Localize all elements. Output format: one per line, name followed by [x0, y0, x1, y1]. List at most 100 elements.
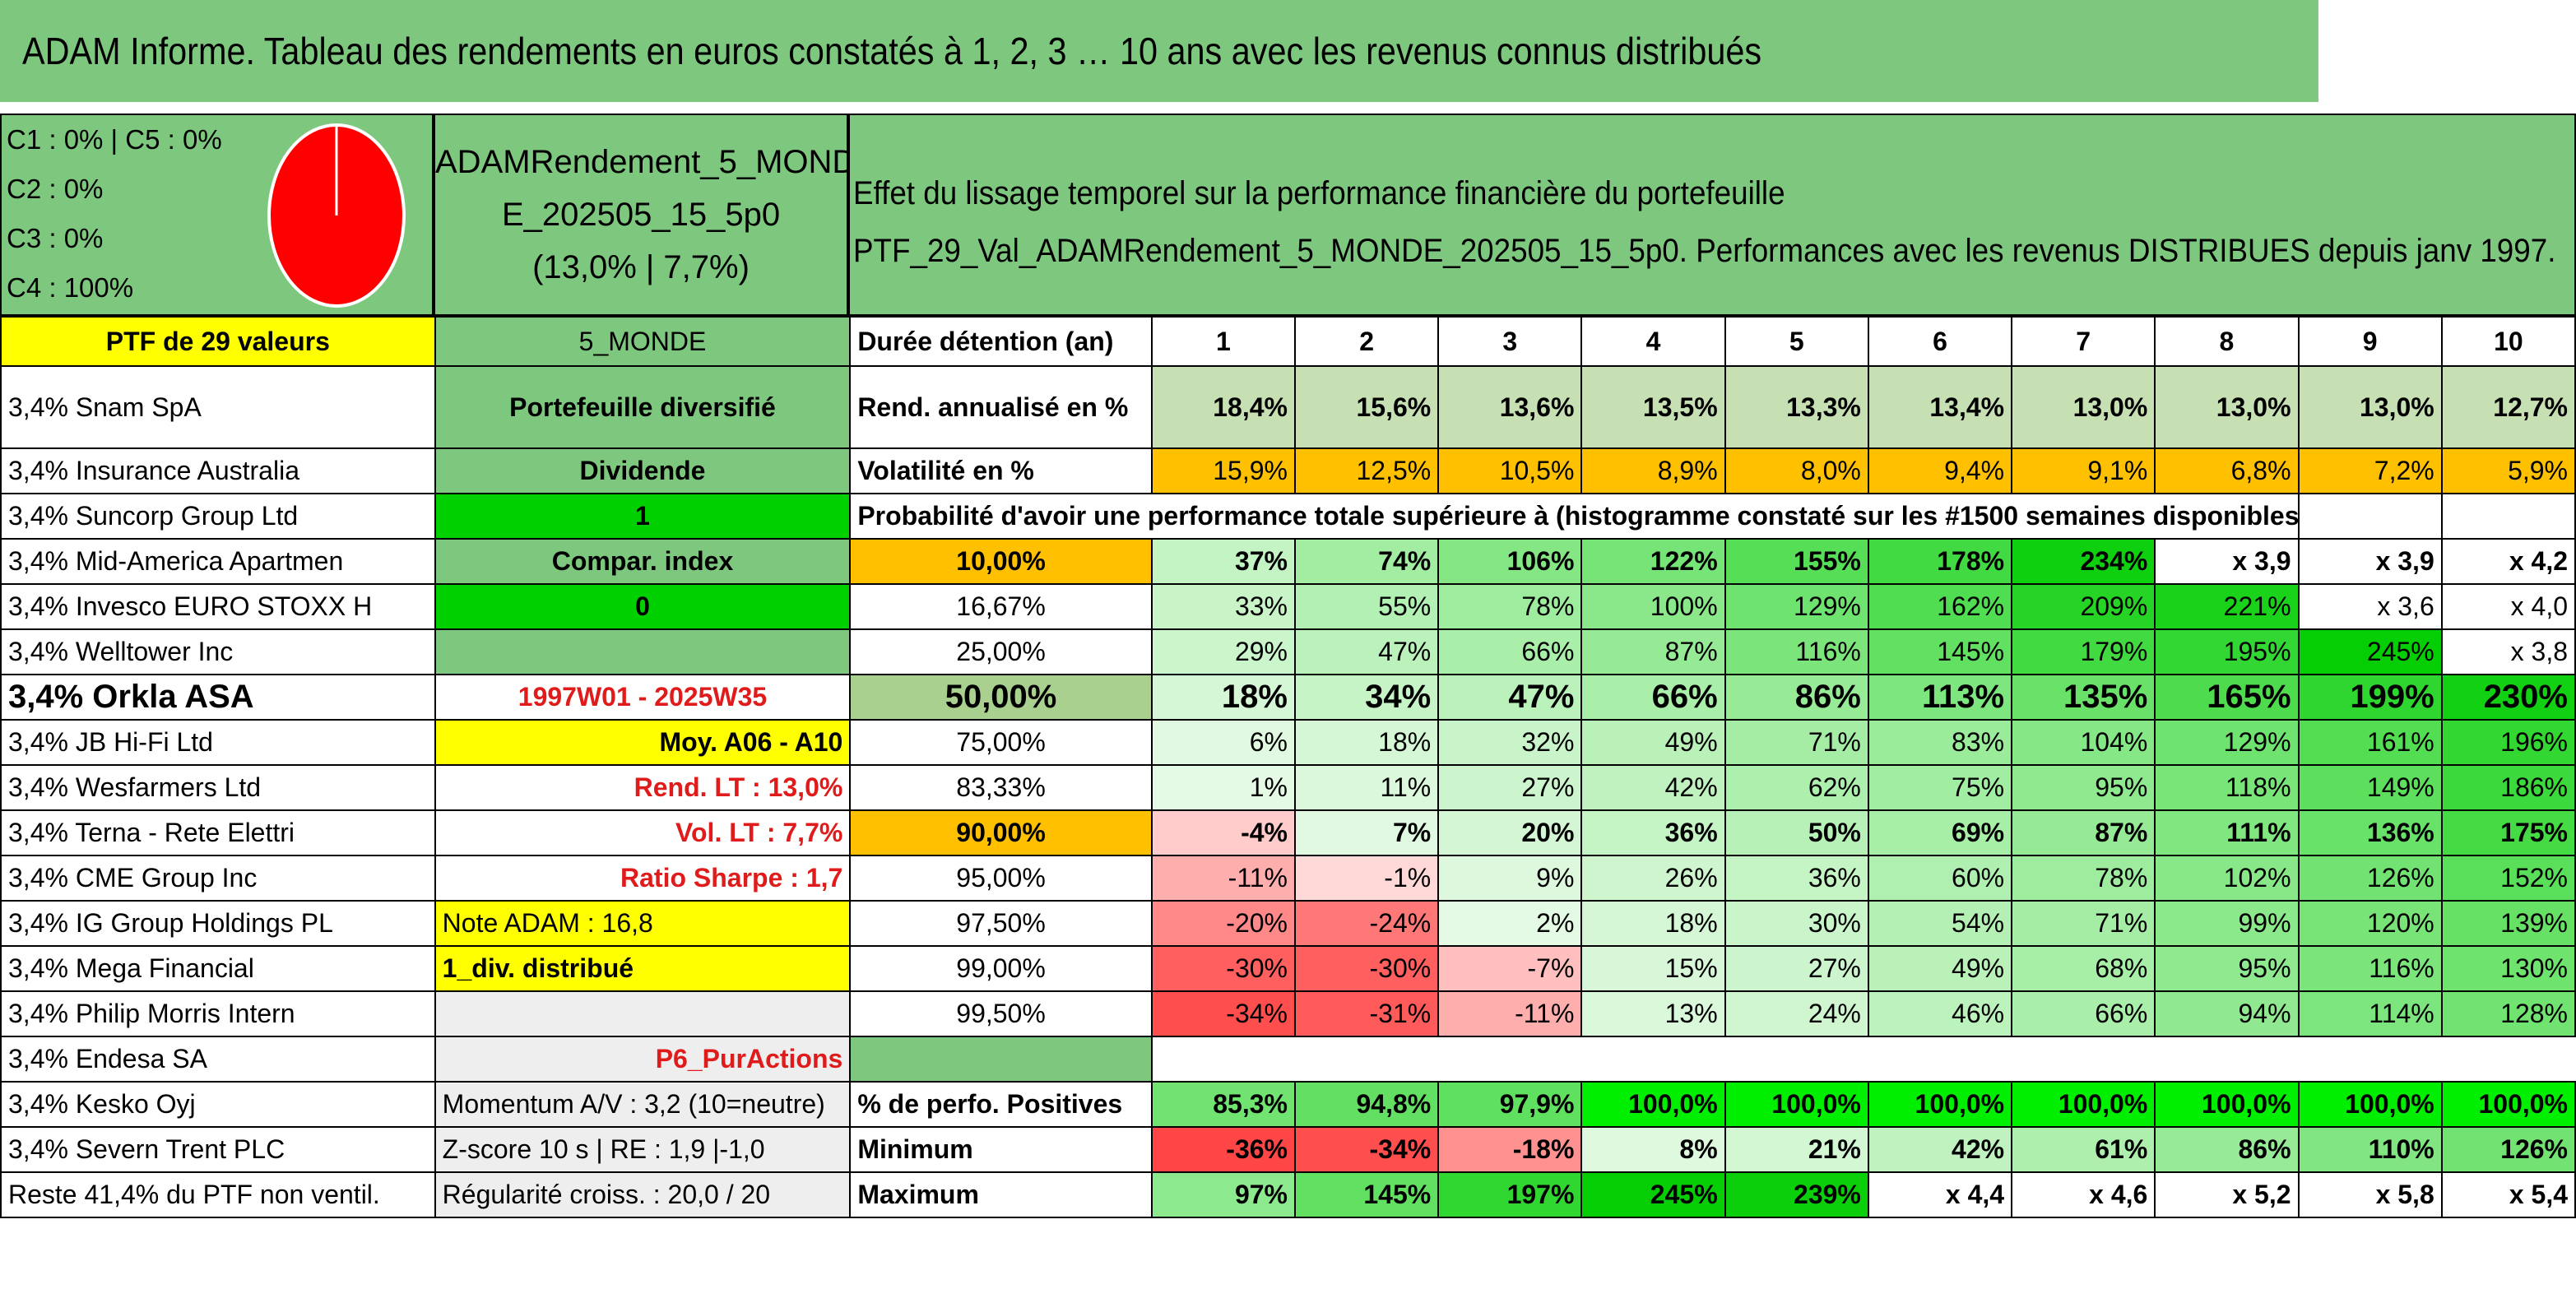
holding-name: 3,4% Invesco EURO STOXX H: [0, 583, 436, 630]
vol-value: 12,5%: [1293, 447, 1440, 494]
probability-value: 32%: [1437, 719, 1583, 766]
probability-value: 26%: [1580, 855, 1726, 902]
probability-value: 116%: [1724, 628, 1869, 675]
probability-value: -11%: [1150, 855, 1296, 902]
minimum-label: Minimum: [849, 1126, 1153, 1173]
probability-value: 130%: [2440, 945, 2576, 992]
duration-header: 4: [1580, 316, 1726, 367]
positive-value: 100,0%: [2297, 1081, 2443, 1128]
probability-value: 129%: [2154, 719, 2300, 766]
middle-cell: Ratio Sharpe : 1,7: [434, 855, 852, 902]
holding-name: 3,4% Snam SpA: [0, 365, 436, 449]
probability-value: 230%: [2440, 674, 2576, 721]
probability-value: x 3,9: [2297, 538, 2443, 585]
probability-value: 68%: [2011, 945, 2156, 992]
positive-value: 100,0%: [2011, 1081, 2156, 1128]
holding-name: 3,4% Suncorp Group Ltd: [0, 493, 436, 540]
probability-value: 234%: [2011, 538, 2156, 585]
holding-name: 3,4% Wesfarmers Ltd: [0, 764, 436, 811]
table-row: Reste 41,4% du PTF non ventil. Régularité…: [0, 1171, 2576, 1218]
probability-value: 106%: [1437, 538, 1583, 585]
probability-value: 139%: [2440, 900, 2576, 947]
probability-value: 20%: [1437, 809, 1583, 856]
rend-value: 13,4%: [1867, 365, 2013, 449]
class-line: C1 : 0% | C5 : 0%: [7, 124, 222, 155]
probability-value: 195%: [2154, 628, 2300, 675]
table-row: 3,4% Welltower Inc 25,00% 29% 47% 66% 87% 116%…: [0, 628, 2576, 675]
probability-threshold: 75,00%: [849, 719, 1153, 766]
middle-cell: Compar. index: [434, 538, 852, 585]
probability-value: x 3,6: [2297, 583, 2443, 630]
probability-value: 196%: [2440, 719, 2576, 766]
probability-value: 13%: [1580, 990, 1726, 1037]
middle-cell: 0: [434, 583, 852, 630]
vol-value: 5,9%: [2440, 447, 2576, 494]
middle-cell: Note ADAM : 16,8: [434, 900, 852, 947]
maximum-value: x 5,2: [2154, 1171, 2300, 1218]
minimum-value: 21%: [1724, 1126, 1869, 1173]
maximum-value: 239%: [1724, 1171, 1869, 1218]
probability-value: 128%: [2440, 990, 2576, 1037]
vol-label: Volatilité en %: [849, 447, 1153, 494]
table-row: 3,4% Endesa SA P6_PurActions: [0, 1036, 2575, 1083]
probability-threshold: 97,50%: [849, 900, 1153, 947]
probability-value: 24%: [1724, 990, 1869, 1037]
table-row: 3,4% Wesfarmers Ltd Rend. LT : 13,0% 83,33…: [0, 764, 2576, 811]
probability-value: -30%: [1293, 945, 1440, 992]
table-row: 3,4% CME Group Inc Ratio Sharpe : 1,7 95,0…: [0, 855, 2576, 902]
holding-name: 3,4% Philip Morris Intern: [0, 990, 436, 1037]
probability-value: 71%: [2011, 900, 2156, 947]
vol-value: 8,0%: [1724, 447, 1869, 494]
minimum-value: 42%: [1867, 1126, 2013, 1173]
header-line-1: Effet du lissage temporel sur la perform…: [853, 175, 1785, 211]
probability-value: 9%: [1437, 855, 1583, 902]
probability-value: 75%: [1867, 764, 2013, 811]
vol-value: 15,9%: [1150, 447, 1296, 494]
probability-value: 74%: [1293, 538, 1440, 585]
duration-header: 2: [1293, 316, 1440, 367]
middle-cell: 1_div. distribué: [434, 945, 852, 992]
maximum-value: 245%: [1580, 1171, 1726, 1218]
probability-value: 18%: [1580, 900, 1726, 947]
duration-header: 7: [2011, 316, 2156, 367]
probability-threshold: 99,00%: [849, 945, 1153, 992]
durations-label: Durée détention (an): [849, 316, 1153, 367]
probability-value: 50%: [1724, 809, 1869, 856]
holding-name: 3,4% Severn Trent PLC: [0, 1126, 436, 1173]
holding-name: Reste 41,4% du PTF non ventil.: [0, 1171, 436, 1218]
minimum-value: 8%: [1580, 1126, 1726, 1173]
probability-value: 126%: [2297, 855, 2443, 902]
table-row: 3,4% JB Hi-Fi Ltd Moy. A06 - A10 75,00% 6% 1…: [0, 719, 2576, 766]
rend-label: Rend. annualisé en %: [849, 365, 1153, 449]
duration-header: 8: [2154, 316, 2300, 367]
probability-value: 145%: [1867, 628, 2013, 675]
probability-value: x 4,0: [2440, 583, 2576, 630]
table-row: 3,4% Philip Morris Intern 99,50% -34% -31% -…: [0, 990, 2576, 1037]
probability-value: 102%: [2154, 855, 2300, 902]
page-title: ADAM Informe. Tableau des rendements en …: [0, 0, 2318, 102]
separator: [0, 102, 2576, 114]
middle-cell: [434, 990, 852, 1037]
probability-threshold: 10,00%: [849, 538, 1153, 585]
probability-value: -34%: [1150, 990, 1296, 1037]
probability-value: 165%: [2154, 674, 2300, 721]
middle-cell: Rend. LT : 13,0%: [434, 764, 852, 811]
portfolio-count: PTF de 29 valeurs: [0, 316, 436, 367]
maximum-value: 97%: [1150, 1171, 1296, 1218]
positive-value: 94,8%: [1293, 1081, 1440, 1128]
table-row: 3,4% Severn Trent PLC Z-score 10 s | RE :…: [0, 1126, 2576, 1173]
vol-value: 8,9%: [1580, 447, 1726, 494]
portfolio-name-cell: ADAMRendement_5_MOND E_202505_15_5p0 (13…: [434, 114, 856, 316]
class-line: C4 : 100%: [7, 272, 134, 303]
minimum-value: -34%: [1293, 1126, 1440, 1173]
holding-name: 3,4% Welltower Inc: [0, 628, 436, 675]
probability-value: 186%: [2440, 764, 2576, 811]
holding-name: 3,4% Mega Financial: [0, 945, 436, 992]
probability-value: 162%: [1867, 583, 2013, 630]
table-row: PTF de 29 valeurs 5_MONDE Durée détention …: [0, 316, 2576, 367]
positive-value: 97,9%: [1437, 1081, 1583, 1128]
holding-name: 3,4% Orkla ASA: [0, 674, 436, 721]
probability-value: 66%: [2011, 990, 2156, 1037]
probability-value: x 3,9: [2154, 538, 2300, 585]
probability-value: 18%: [1293, 719, 1440, 766]
